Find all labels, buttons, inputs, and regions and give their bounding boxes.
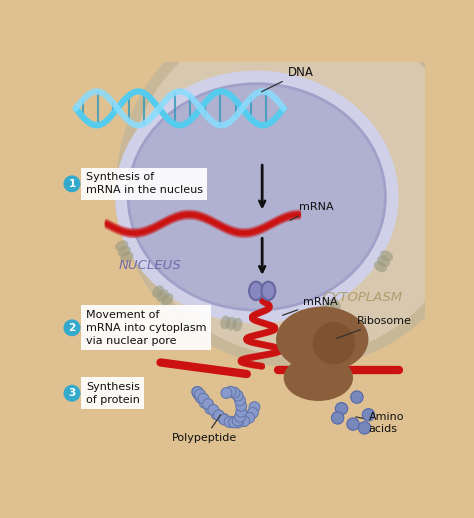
Circle shape <box>192 386 202 397</box>
Circle shape <box>232 417 243 428</box>
Circle shape <box>211 409 222 420</box>
Ellipse shape <box>128 84 385 310</box>
Ellipse shape <box>319 305 330 318</box>
Ellipse shape <box>152 285 164 298</box>
Ellipse shape <box>157 289 169 301</box>
Ellipse shape <box>261 282 275 300</box>
Circle shape <box>239 416 249 426</box>
Circle shape <box>235 411 246 422</box>
Ellipse shape <box>324 302 336 315</box>
Text: 1: 1 <box>68 179 76 189</box>
Ellipse shape <box>284 355 353 401</box>
Circle shape <box>236 406 246 417</box>
Circle shape <box>218 413 229 424</box>
Circle shape <box>205 404 216 414</box>
Ellipse shape <box>330 299 341 312</box>
Circle shape <box>229 387 240 398</box>
Ellipse shape <box>249 282 263 300</box>
Text: Ribosome: Ribosome <box>337 316 412 338</box>
Text: CYTOPLASM: CYTOPLASM <box>322 291 402 304</box>
Ellipse shape <box>122 78 392 316</box>
Text: DNA: DNA <box>262 66 313 92</box>
Circle shape <box>192 387 203 397</box>
Circle shape <box>331 412 344 424</box>
Text: mRNA: mRNA <box>283 297 337 315</box>
Circle shape <box>347 418 359 430</box>
Circle shape <box>232 390 243 401</box>
Text: Synthesis of
mRNA in the nucleus: Synthesis of mRNA in the nucleus <box>86 172 203 195</box>
Ellipse shape <box>276 307 368 372</box>
Text: mRNA: mRNA <box>290 202 334 220</box>
Ellipse shape <box>120 251 133 262</box>
Circle shape <box>208 405 219 415</box>
Ellipse shape <box>162 293 173 306</box>
Text: Movement of
mRNA into cytoplasm
via nuclear pore: Movement of mRNA into cytoplasm via nucl… <box>86 310 206 346</box>
Text: Synthesis
of protein: Synthesis of protein <box>86 382 140 405</box>
Text: 2: 2 <box>68 323 76 333</box>
Ellipse shape <box>220 315 230 329</box>
Circle shape <box>64 176 81 192</box>
Circle shape <box>244 412 255 423</box>
Circle shape <box>202 399 213 409</box>
Circle shape <box>193 388 203 399</box>
Ellipse shape <box>118 246 131 256</box>
Circle shape <box>219 414 230 425</box>
Ellipse shape <box>313 322 355 364</box>
Text: NUCLEUS: NUCLEUS <box>118 258 181 271</box>
Circle shape <box>232 415 243 426</box>
Ellipse shape <box>377 256 390 267</box>
Circle shape <box>236 400 246 411</box>
Circle shape <box>358 422 371 434</box>
Circle shape <box>351 391 363 404</box>
Circle shape <box>64 319 81 336</box>
Circle shape <box>198 393 209 404</box>
Circle shape <box>362 409 374 421</box>
Circle shape <box>200 397 210 408</box>
Circle shape <box>195 389 205 400</box>
Circle shape <box>226 416 236 427</box>
Circle shape <box>249 402 260 412</box>
Circle shape <box>235 395 246 406</box>
Circle shape <box>228 417 239 428</box>
Ellipse shape <box>374 261 387 272</box>
Circle shape <box>224 416 235 427</box>
Circle shape <box>221 387 232 398</box>
Circle shape <box>225 386 236 397</box>
Ellipse shape <box>380 250 393 262</box>
Circle shape <box>247 408 258 418</box>
Circle shape <box>195 392 206 403</box>
Ellipse shape <box>232 318 243 332</box>
Text: 3: 3 <box>68 388 76 398</box>
Circle shape <box>335 402 347 415</box>
Text: Polypeptide: Polypeptide <box>172 415 237 443</box>
Ellipse shape <box>226 316 237 330</box>
Circle shape <box>122 8 474 363</box>
Text: Amino
acids: Amino acids <box>356 412 404 434</box>
Ellipse shape <box>115 240 128 251</box>
Circle shape <box>213 410 224 421</box>
Circle shape <box>64 385 81 402</box>
